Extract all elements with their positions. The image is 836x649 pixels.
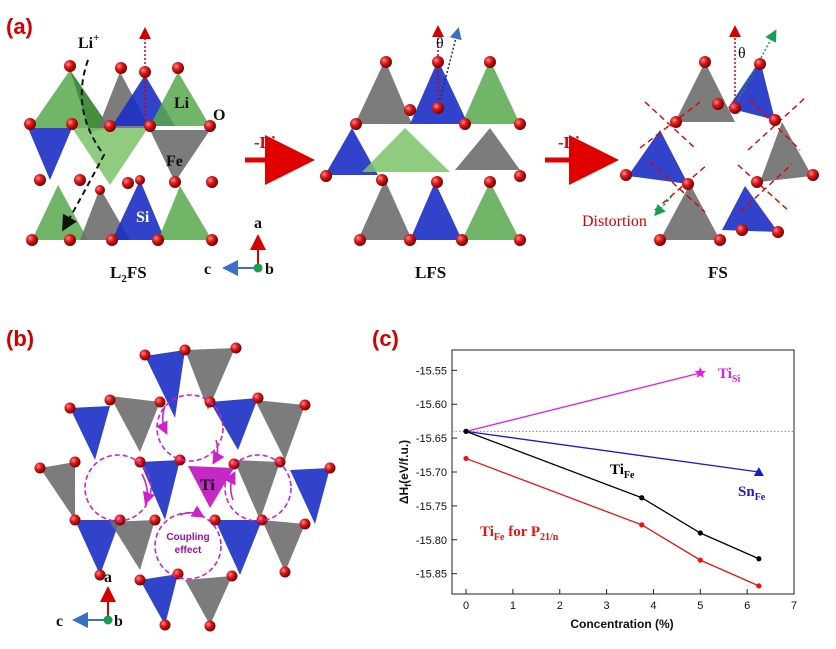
l2fs-label: L2FS: [110, 263, 147, 285]
x-axis-title: Concentration (%): [570, 617, 673, 631]
panel-c-label: (c): [372, 326, 399, 351]
data-point: [697, 557, 703, 563]
lfs-structure: [320, 25, 526, 246]
atom-li-label: Li: [174, 95, 190, 112]
data-point: [756, 583, 762, 589]
ti-label: Ti: [200, 477, 215, 494]
remove-li-text-2: -Li: [558, 133, 580, 152]
series-tife-label: TiFe: [610, 462, 635, 481]
formation-enthalpy-chart: -15.55 -15.60 -15.65 -15.70 -15.75 -15.80 -15.…: [416, 349, 797, 612]
series-snfe-label: SnFe: [738, 484, 766, 503]
atom-si-label: Si: [136, 209, 150, 226]
data-point: [639, 495, 645, 501]
theta-1-label: θ: [436, 35, 444, 52]
axis-b-label: b: [265, 261, 274, 278]
y-tick-label: -15.65: [416, 433, 447, 445]
series-tisi-label: TiSi: [718, 366, 740, 385]
distortion-label: Distortion: [582, 213, 647, 230]
data-point: [756, 556, 762, 562]
panel-b-label: (b): [6, 326, 34, 351]
axes-indicator-a: [222, 234, 266, 276]
panel-a-label: (a): [6, 14, 33, 39]
remove-li-text-1: -Li: [254, 133, 276, 152]
y-tick-label: -15.80: [416, 535, 447, 547]
framework-structure: [34, 342, 336, 632]
series-line-3: [465, 457, 760, 587]
x-tick-label: 4: [650, 600, 656, 612]
coupling-label-1: Coupling: [166, 532, 209, 543]
x-tick-label: 0: [463, 600, 469, 612]
atom-o-label: O: [213, 107, 225, 124]
data-point: [639, 522, 645, 528]
x-tick-label: 1: [510, 600, 516, 612]
data-point: [753, 467, 764, 476]
lfs-label: LFS: [415, 263, 446, 282]
y-tick-label: -15.60: [416, 399, 447, 411]
data-point: [463, 455, 469, 462]
axis-a-label: a: [254, 215, 262, 232]
theta-2-label: θ: [738, 45, 746, 62]
y-axis-title: ΔHf(eV/f.u.): [397, 440, 413, 504]
fs-structure: [620, 25, 819, 246]
y-tick-label: -15.70: [416, 467, 447, 479]
series-tife-p21n-label: TiFe for P21/n: [480, 524, 559, 543]
axis-c-label: c: [204, 261, 211, 278]
data-point: [697, 530, 703, 536]
l2fs-structure: [24, 27, 218, 246]
y-tick-label: -15.55: [416, 365, 447, 377]
axis-a-label-b: a: [104, 569, 112, 586]
data-point: [463, 428, 469, 434]
y-tick-label: -15.75: [416, 501, 447, 513]
fs-label: FS: [708, 263, 728, 282]
atom-fe-label: Fe: [166, 153, 183, 170]
x-tick-label: 5: [697, 600, 703, 612]
axis-b-label-b: b: [114, 613, 123, 630]
coupling-label-2: effect: [175, 545, 202, 556]
series-line-1: [465, 430, 759, 473]
series-line-2: [465, 430, 760, 560]
li-plus-label: Li+: [78, 32, 99, 52]
axis-c-label-b: c: [56, 613, 63, 630]
x-tick-label: 6: [744, 600, 750, 612]
data-point: [694, 367, 706, 378]
series-line-0: [465, 372, 701, 432]
x-tick-label: 3: [604, 600, 610, 612]
x-tick-label: 7: [791, 600, 797, 612]
axes-indicator-b: [72, 586, 116, 628]
y-tick-label: -15.85: [416, 569, 447, 581]
x-tick-label: 2: [557, 600, 563, 612]
